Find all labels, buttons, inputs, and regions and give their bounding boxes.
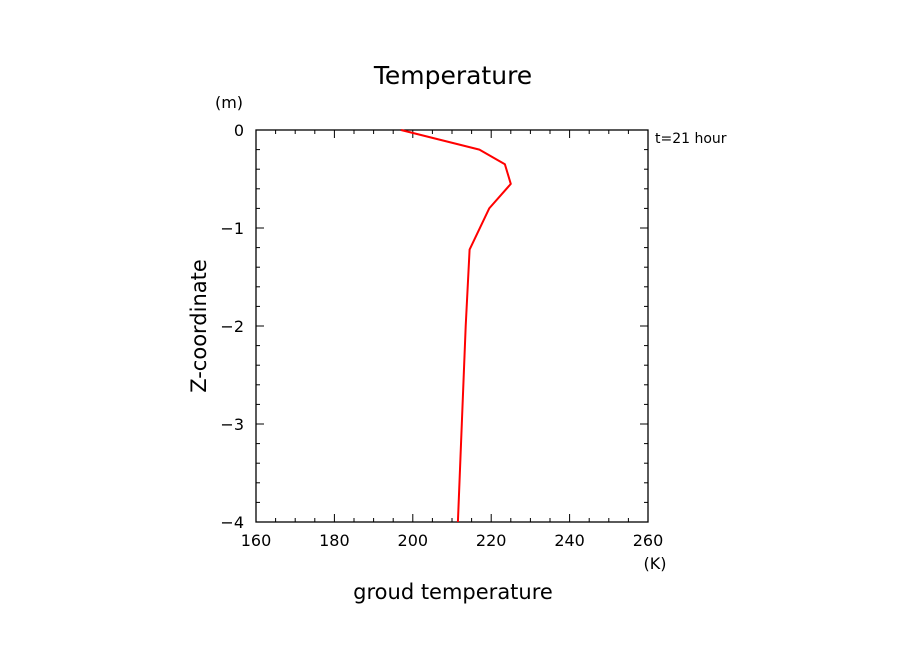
y-axis-label: Z-coordinate — [187, 259, 211, 393]
y-unit-label: (m) — [215, 93, 243, 112]
y-tick-label: −4 — [220, 513, 244, 532]
y-tick-label: −1 — [220, 219, 244, 238]
time-annotation: t=21 hour — [655, 131, 727, 147]
temperature-profile-line — [400, 129, 512, 523]
ticks — [255, 129, 649, 523]
series-layer — [400, 129, 512, 523]
x-tick-label: 200 — [398, 531, 429, 550]
x-tick-label: 160 — [241, 531, 272, 550]
axes — [255, 129, 649, 523]
y-tick-label: −2 — [220, 317, 244, 336]
x-tick-label: 260 — [633, 531, 664, 550]
y-tick-label: −3 — [220, 415, 244, 434]
x-tick-label: 240 — [554, 531, 585, 550]
x-axis-label: groud temperature — [353, 580, 553, 604]
chart-title: Temperature — [373, 61, 532, 90]
x-unit-label: (K) — [644, 554, 667, 573]
x-tick-label: 180 — [319, 531, 350, 550]
y-tick-label: 0 — [234, 121, 244, 140]
plot-frame — [255, 129, 649, 523]
x-tick-label: 220 — [476, 531, 507, 550]
tick-labels: 160 180 200 220 240 260 0 −1 −2 −3 −4 — [220, 121, 663, 550]
